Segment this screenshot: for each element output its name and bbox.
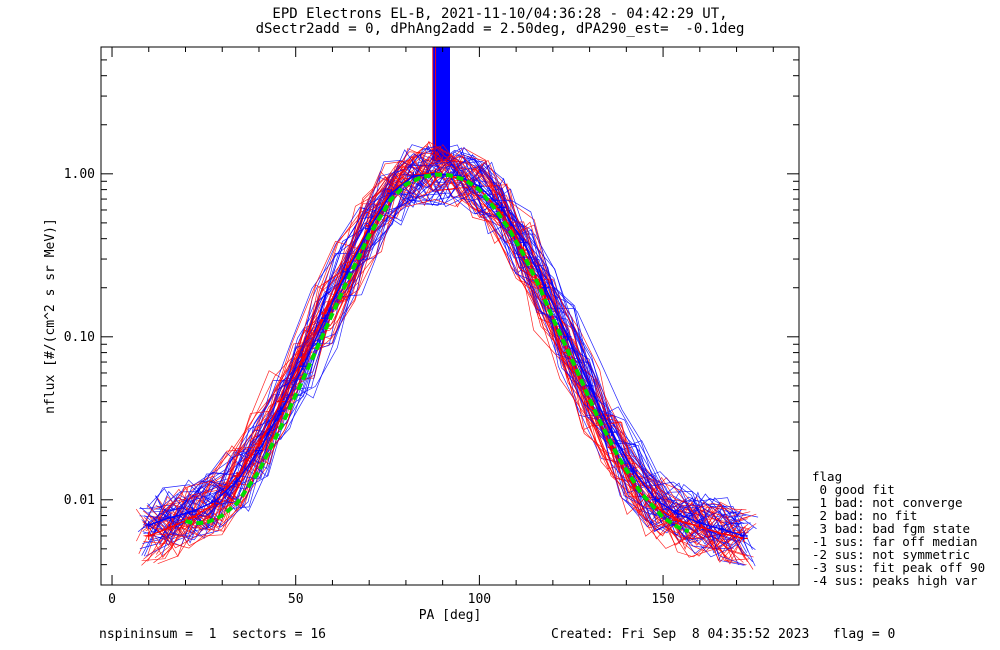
data-point [321,314,330,323]
data-point [673,509,682,518]
bundle-line [147,156,745,556]
plot-frame [100,46,800,586]
data-point [232,477,241,486]
data-point [585,381,594,390]
footer-created: Created: Fri Sep 8 04:35:52 2023 flag = … [551,627,896,642]
x-tick-label: 0 [108,592,116,607]
axes: 0 50 100 150 0.01 0.10 1.00 PA [deg] nflux [#/(c… [43,46,800,623]
x-tick-label: 150 [651,592,674,607]
bundle-line [147,149,743,541]
flag-legend-item: 3 bad: bad fgm state [812,521,971,536]
bundle-line [143,151,746,551]
flag-legend-item: 1 bad: not converge [812,495,963,510]
bundle-line [147,176,744,563]
x-axis-label: PA [deg] [419,608,482,623]
bundle-line [141,163,743,542]
x-tick-label: 50 [288,592,304,607]
bundle-line [145,155,740,563]
data-point [563,332,572,341]
data-point [254,439,263,448]
y-tick-label: 1.00 [64,167,95,182]
bundle-line [145,171,747,547]
data-point [210,497,219,506]
data-point [277,397,286,406]
bundle-line [139,192,741,539]
series-group [144,168,748,543]
chart-title: EPD Electrons EL-B, 2021-11-10/04:36:28 … [272,6,728,22]
data-point [497,203,506,212]
y-axis-label: nflux [#/(cm^2 s sr MeV)] [43,218,58,414]
data-point [717,525,726,534]
data-point [387,189,396,198]
data-point [519,238,528,247]
data-point [409,171,418,180]
flag-legend-item: -3 sus: fit peak off 90 [812,560,986,575]
data-point [739,531,748,540]
fit-curve [184,172,690,534]
data-point [277,407,286,416]
data-point [541,283,550,292]
saturation-block [437,47,450,161]
flag-legend-title: flag [812,469,843,484]
flag-legend-item: -1 sus: far off median [812,534,978,549]
data-point [299,362,308,371]
chart-subtitle: dSectr2add = 0, dPhAng2add = 2.50deg, dP… [255,21,745,37]
bundle-line [142,175,741,531]
bundle-line [149,153,746,566]
footer-info: nspininsum = 1 sectors = 16 [99,627,326,642]
bundle-line [146,147,743,554]
data-point [188,507,197,516]
flag-legend-item: -4 sus: peaks high var [812,573,978,588]
data-point [343,267,352,276]
bundle-line [151,165,742,543]
flag-legend-item: -2 sus: not symmetric [812,547,971,562]
flag-legend-item: 2 bad: no fit [812,508,918,523]
data-point [166,513,175,522]
data-point [629,467,638,476]
bundle-line [142,154,733,562]
data-point [254,446,263,455]
data-point [299,353,308,362]
y-tick-label: 0.01 [64,493,95,508]
data-point [166,523,175,532]
bundle-line [158,144,753,563]
bundle-line [141,149,741,541]
flag-legend-item: 0 good fit [812,482,895,497]
y-tick-label: 0.10 [64,330,95,345]
data-point [144,531,153,540]
data-point [607,428,616,437]
data-point [695,519,704,528]
x-tick-label: 100 [468,592,491,607]
bundle-line [155,154,754,548]
bundle-line [161,153,757,531]
bundle-line [139,145,733,549]
flag-legend: flag 0 good fit 1 bad: not converge 2 ba… [812,470,985,587]
saturation-bar [432,47,450,161]
data-point [651,495,660,504]
bundle-line [144,161,741,542]
data-point [144,521,153,530]
